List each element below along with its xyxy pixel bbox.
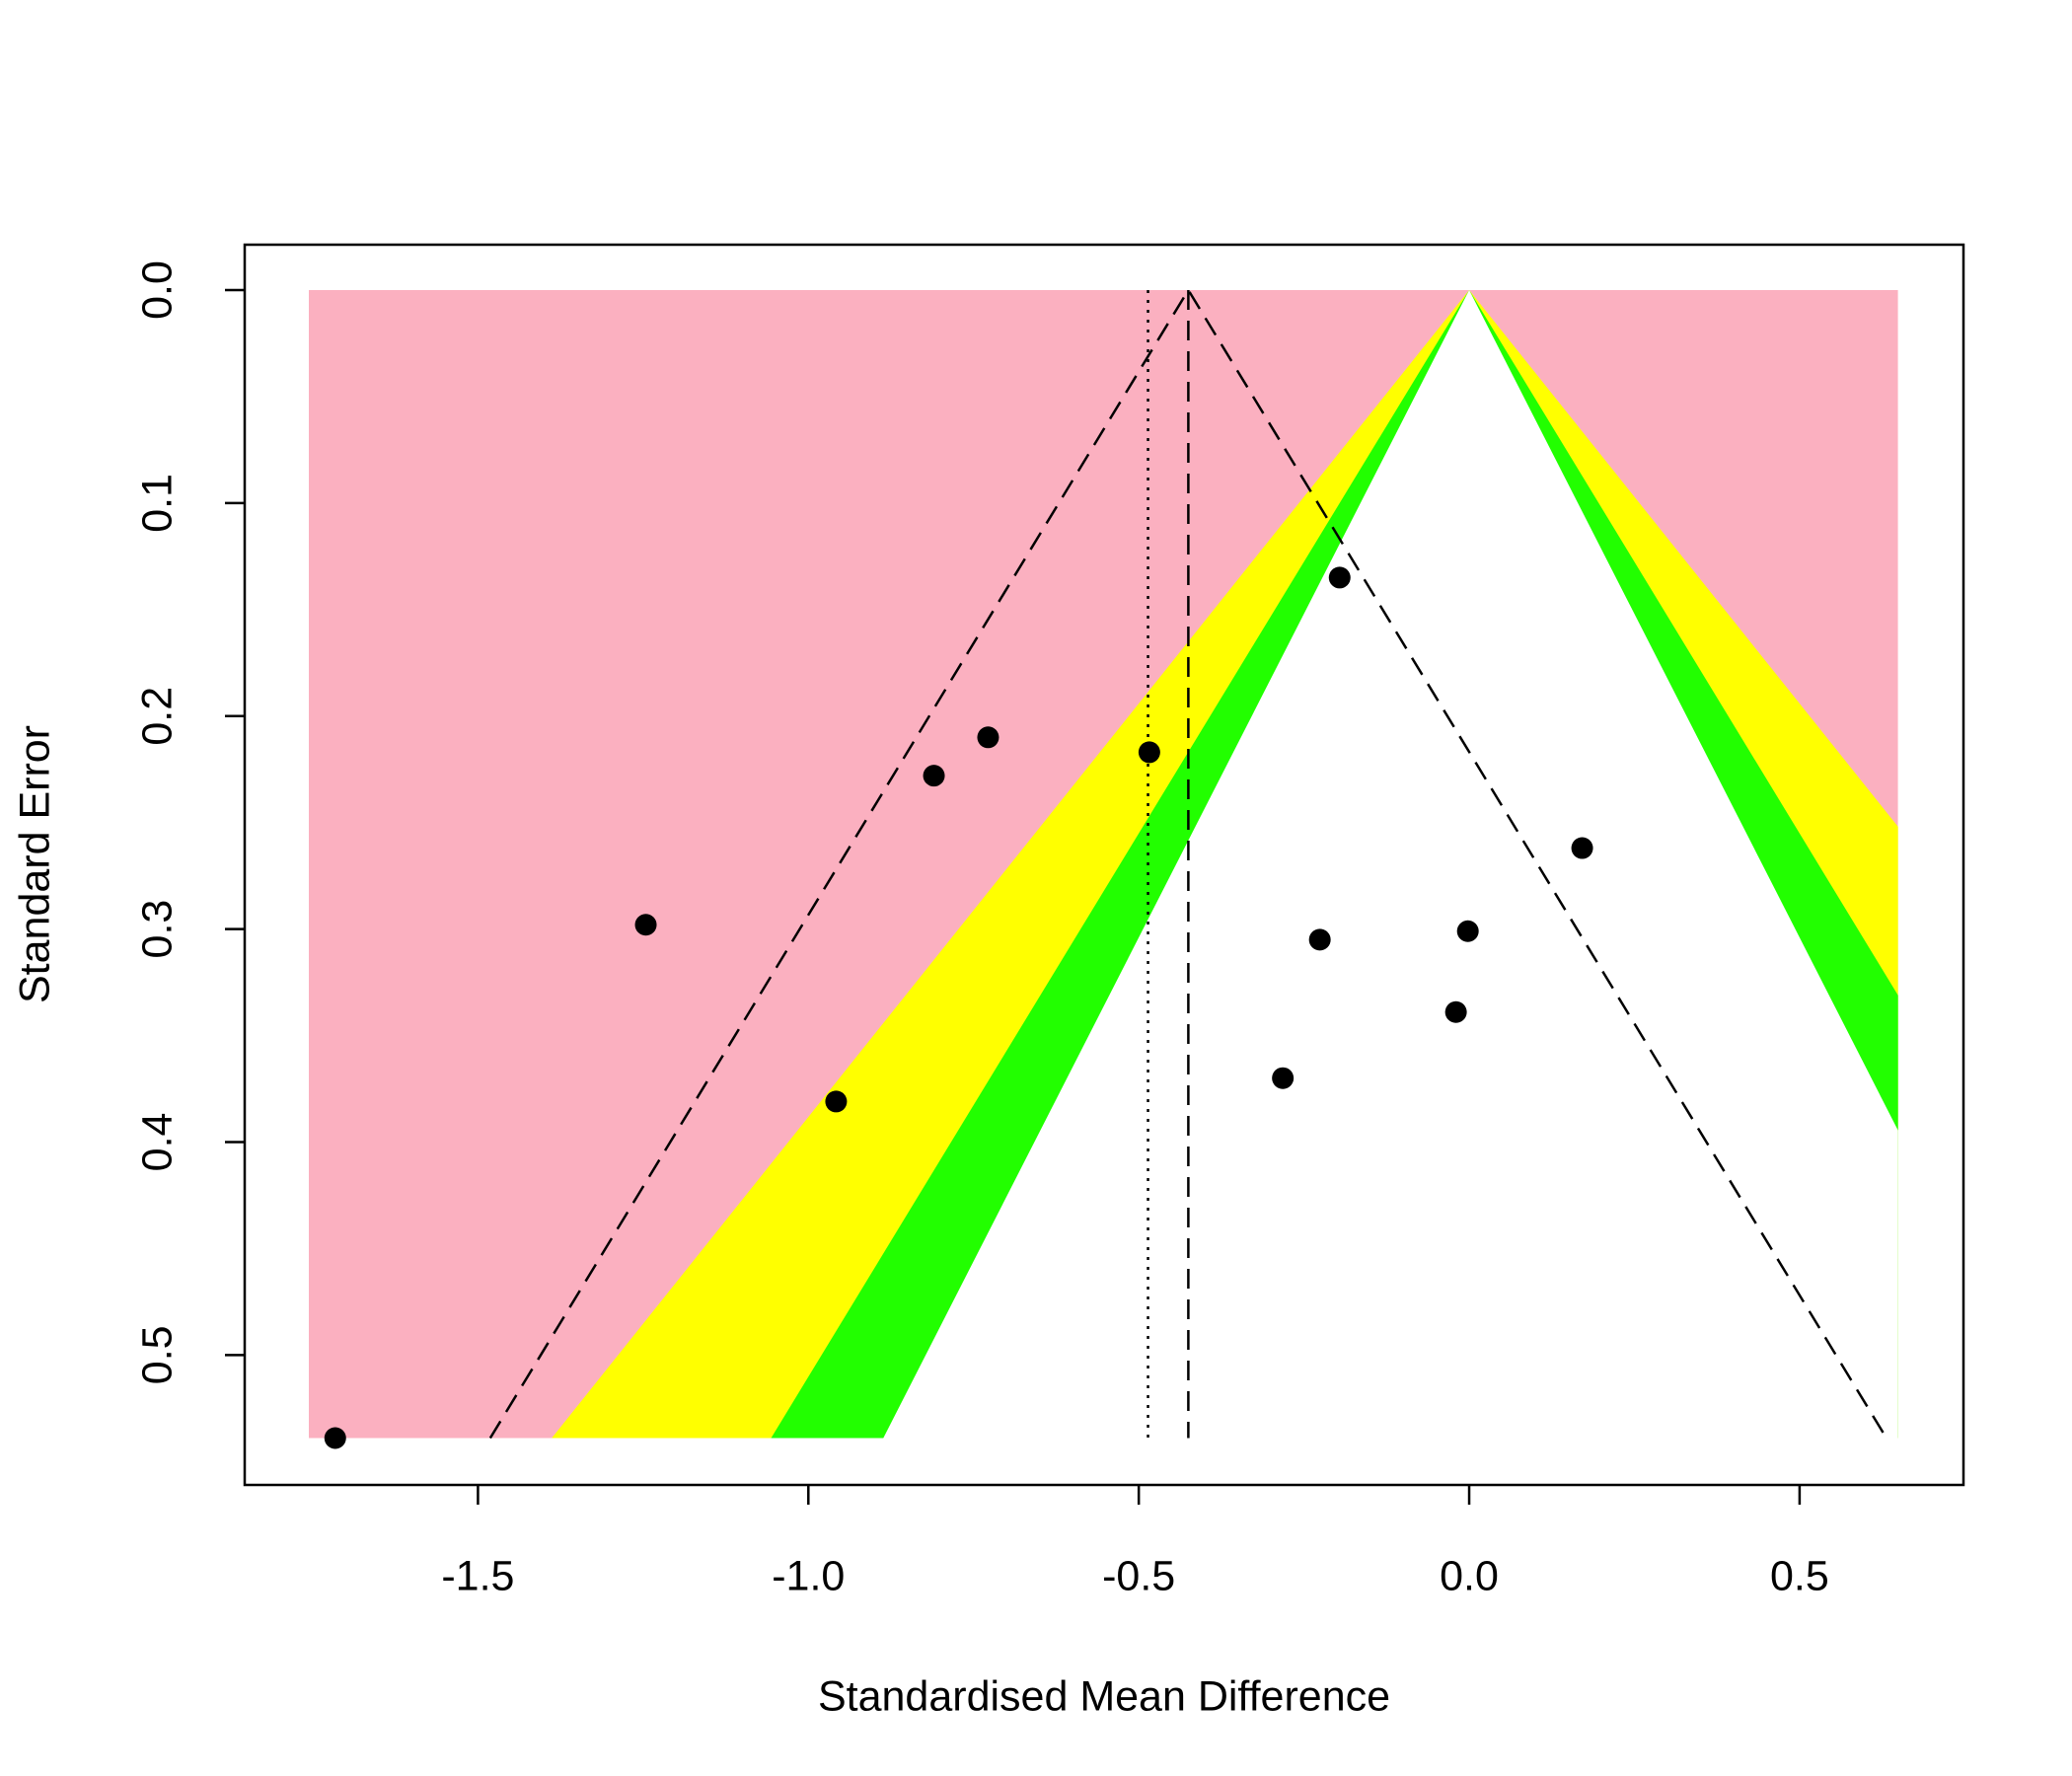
y-tick-label: 0.3 (133, 900, 181, 959)
study-point (634, 914, 657, 936)
study-point (1571, 837, 1593, 859)
x-tick-label: 0.0 (1440, 1552, 1499, 1599)
contour-band (883, 289, 1898, 1439)
x-tick-label: -1.5 (441, 1552, 514, 1599)
y-tick-label: 0.2 (133, 687, 181, 746)
plot-frame (243, 243, 1965, 1487)
x-tick-label: -1.0 (772, 1552, 845, 1599)
y-tick-label: 0.0 (133, 260, 181, 320)
study-point (1444, 1000, 1467, 1023)
study-point (1138, 741, 1160, 764)
study-point (923, 765, 945, 787)
x-tick-label: 0.5 (1770, 1552, 1829, 1599)
study-point (1308, 928, 1331, 951)
contour-region (308, 289, 1898, 1439)
study-point (324, 1427, 346, 1449)
y-tick-label: 0.4 (133, 1113, 181, 1172)
study-point (1328, 566, 1351, 589)
funnel-line (488, 287, 1887, 1440)
x-axis-label: Standardised Mean Difference (818, 1672, 1390, 1720)
y-tick-label: 0.1 (133, 474, 181, 533)
y-tick-label: 0.5 (133, 1325, 181, 1384)
y-axis-label: Standard Error (11, 725, 58, 1003)
study-point (977, 726, 999, 749)
study-point (1272, 1067, 1295, 1089)
x-tick-label: -0.5 (1102, 1552, 1175, 1599)
study-point (825, 1090, 848, 1113)
study-point (1456, 920, 1479, 942)
